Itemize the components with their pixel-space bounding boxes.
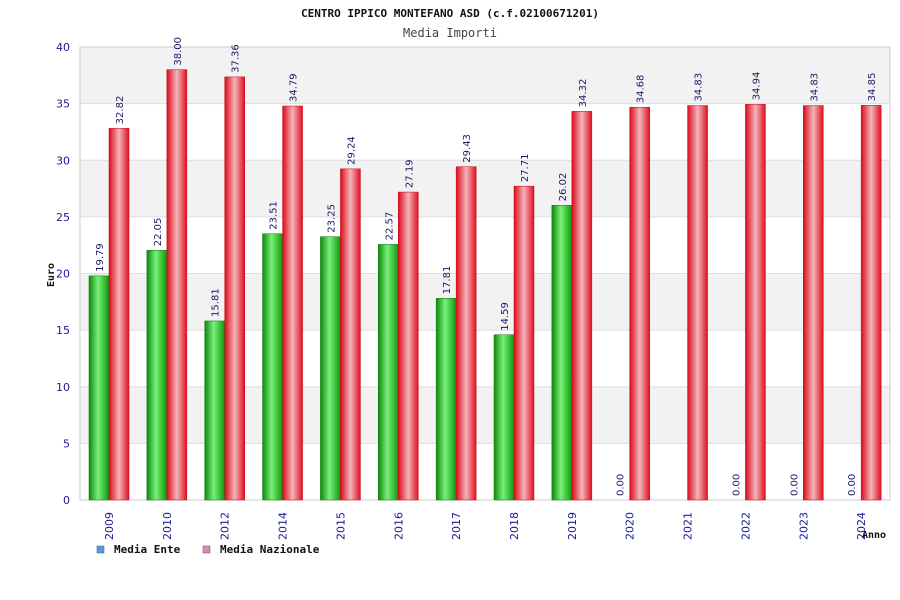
- value-label: 29.24: [346, 136, 357, 165]
- bar-media-nazionale: [745, 104, 766, 501]
- value-label: 0.00: [847, 474, 858, 496]
- value-label: 19.79: [95, 243, 106, 272]
- value-label: 23.25: [326, 204, 337, 233]
- value-label: 14.59: [500, 302, 511, 331]
- value-label: 17.81: [442, 266, 453, 295]
- value-labels: 19.79 32.82 22.05 38.00 15.81 37.36 23.51 34.79…: [95, 37, 878, 496]
- bar-media-nazionale: [513, 185, 535, 501]
- value-label: 34.83: [809, 73, 820, 102]
- x-axis-label: Anno: [862, 530, 886, 541]
- bar-media-nazionale: [166, 69, 188, 501]
- bar-media-nazionale: [282, 105, 303, 501]
- legend-swatch: [202, 545, 211, 554]
- y-tick-label: 35: [56, 98, 70, 111]
- bar-media-ente: [146, 250, 168, 501]
- bars: [88, 69, 882, 501]
- y-tick-label: 15: [56, 324, 70, 337]
- x-tick-label: 2018: [508, 512, 521, 540]
- value-label: 34.94: [751, 72, 762, 101]
- bar-media-nazionale: [108, 128, 130, 501]
- x-tick-label: 2023: [797, 512, 810, 540]
- x-tick-label: 2021: [682, 512, 695, 540]
- y-tick-label: 25: [56, 211, 70, 224]
- y-tick-label: 40: [56, 41, 70, 54]
- legend-label: Media Nazionale: [220, 543, 320, 556]
- value-label: 15.81: [211, 288, 222, 317]
- x-tick-label: 2010: [161, 512, 174, 540]
- y-tick-label: 0: [63, 494, 70, 507]
- bar-media-ente: [378, 244, 399, 501]
- legend-label: Media Ente: [114, 543, 181, 556]
- chart-title: CENTRO IPPICO MONTEFANO ASD (c.f.0210067…: [301, 7, 599, 20]
- bar-media-ente: [435, 298, 457, 501]
- value-label: 37.36: [231, 44, 242, 73]
- plot-band: [80, 216, 890, 274]
- value-label: 34.68: [636, 75, 647, 104]
- value-label: 34.85: [867, 73, 878, 102]
- value-label: 34.79: [289, 73, 300, 102]
- plot-band: [80, 160, 890, 217]
- bar-media-ente: [551, 205, 573, 501]
- x-tick-label: 2017: [450, 512, 463, 540]
- bar-media-ente: [493, 334, 515, 501]
- value-label: 34.83: [694, 73, 705, 102]
- value-label: 23.51: [269, 201, 280, 230]
- x-tick-label: 2014: [277, 512, 290, 540]
- value-label: 27.71: [520, 154, 531, 183]
- x-tick-label: 2009: [103, 512, 116, 540]
- bar-media-nazionale: [398, 191, 419, 501]
- y-tick-label: 30: [56, 154, 70, 167]
- plot-band: [80, 386, 890, 444]
- value-label: 22.57: [384, 212, 395, 241]
- bar-media-nazionale: [571, 111, 593, 501]
- value-label: 29.43: [462, 134, 473, 163]
- y-tick-label: 20: [56, 268, 70, 281]
- x-tick-label: 2022: [739, 512, 752, 540]
- y-tick-label: 10: [56, 381, 70, 394]
- bar-media-ente: [262, 233, 283, 501]
- value-label: 0.00: [616, 474, 627, 496]
- value-label: 34.32: [578, 79, 589, 108]
- plot-band: [80, 103, 890, 161]
- value-label: 27.19: [404, 159, 415, 188]
- x-tick-label: 2015: [334, 512, 347, 540]
- plot-band: [80, 47, 890, 104]
- value-label: 22.05: [153, 218, 164, 247]
- value-label: 32.82: [115, 96, 126, 125]
- legend-item: Media Nazionale: [202, 543, 320, 556]
- value-label: 38.00: [173, 37, 184, 66]
- x-tick-label: 2024: [855, 512, 868, 540]
- bar-media-nazionale: [224, 76, 245, 501]
- chart-subtitle: Media Importi: [403, 26, 497, 40]
- plot-band: [80, 330, 890, 387]
- x-tick-label: 2020: [624, 512, 637, 540]
- bar-media-nazionale: [803, 105, 824, 501]
- bar-media-nazionale: [340, 168, 361, 501]
- plot-band: [80, 273, 890, 331]
- value-label: 0.00: [731, 474, 742, 496]
- x-tick-label: 2019: [566, 512, 579, 540]
- x-axis-ticks: 2009 2010 2012 2014 2015 2016 2017 2018 2019 2020…: [103, 512, 868, 540]
- bar-media-nazionale: [629, 106, 650, 501]
- x-tick-label: 2016: [392, 512, 405, 540]
- bar-media-ente: [320, 236, 341, 501]
- y-tick-label: 5: [63, 437, 70, 450]
- plot-band: [80, 443, 890, 500]
- bar-media-nazionale: [687, 105, 708, 501]
- legend: Media Ente Media Nazionale: [96, 543, 320, 556]
- bar-media-nazionale: [455, 166, 477, 501]
- bar-media-ente: [88, 275, 110, 501]
- y-axis-ticks: 0 5 10 15 20 25 30 35 40: [56, 41, 70, 507]
- bar-media-nazionale: [860, 105, 882, 501]
- plot-frame: [79, 46, 891, 501]
- y-axis-label: Euro: [46, 263, 57, 287]
- value-label: 0.00: [789, 474, 800, 496]
- bar-media-ente: [204, 320, 225, 501]
- legend-item: Media Ente: [96, 543, 181, 556]
- value-label: 26.02: [558, 173, 569, 202]
- x-tick-label: 2012: [219, 512, 232, 540]
- legend-swatch: [96, 545, 105, 554]
